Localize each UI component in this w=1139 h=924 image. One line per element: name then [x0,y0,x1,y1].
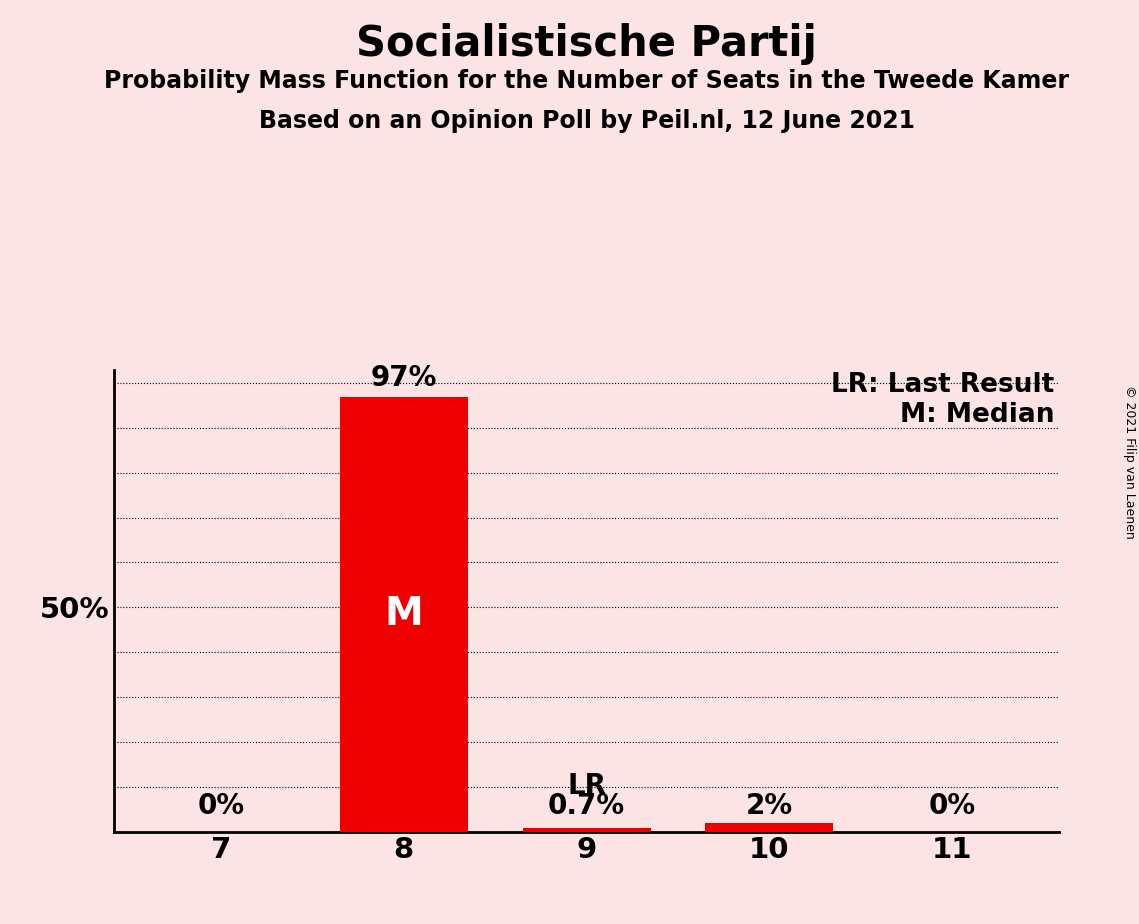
Text: © 2021 Filip van Laenen: © 2021 Filip van Laenen [1123,385,1137,539]
Text: 2%: 2% [746,793,793,821]
Text: M: Median: M: Median [900,402,1055,428]
Text: Based on an Opinion Poll by Peil.nl, 12 June 2021: Based on an Opinion Poll by Peil.nl, 12 … [259,109,915,133]
Bar [705,822,834,832]
Text: LR: LR [567,772,606,800]
Text: M: M [384,595,423,633]
Text: LR: Last Result: LR: Last Result [831,372,1055,398]
Bar [523,829,650,832]
Text: Probability Mass Function for the Number of Seats in the Tweede Kamer: Probability Mass Function for the Number… [104,69,1070,93]
Text: Socialistische Partij: Socialistische Partij [357,23,817,65]
Text: 97%: 97% [370,364,437,392]
Bar [339,396,468,832]
Text: 0%: 0% [928,793,976,821]
Text: 0.7%: 0.7% [548,793,625,821]
Text: 0%: 0% [197,793,245,821]
